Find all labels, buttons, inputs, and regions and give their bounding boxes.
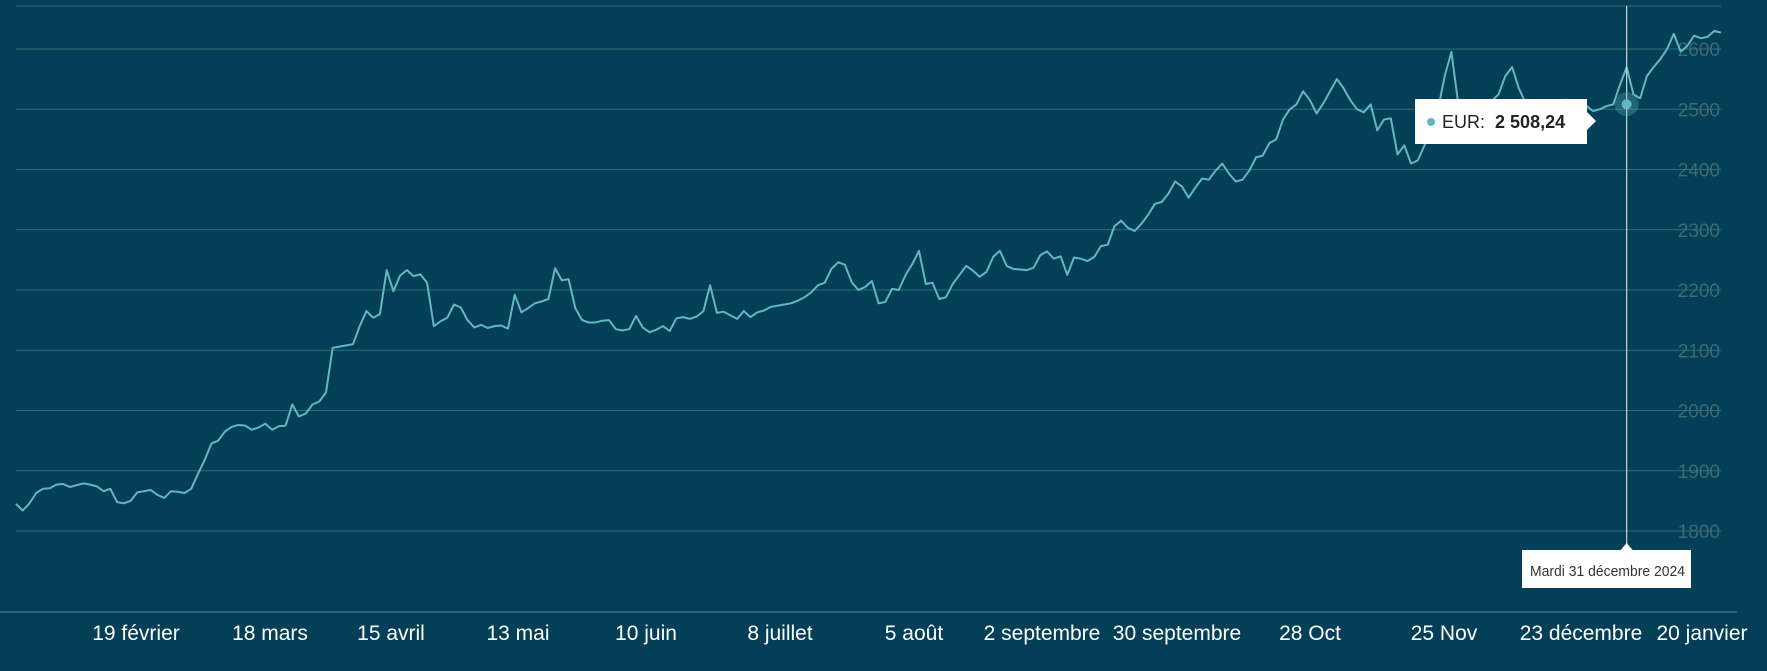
date-label-box bbox=[1522, 550, 1691, 588]
x-tick-label: 13 mai bbox=[486, 622, 549, 645]
tooltip-value: 2 508,24 bbox=[1495, 112, 1565, 132]
y-tick-label: 2600 bbox=[1678, 40, 1720, 61]
y-tick-label: 2400 bbox=[1678, 161, 1720, 182]
y-tick-label: 1800 bbox=[1678, 522, 1720, 543]
x-axis: 19 février 18 mars 15 avril 13 mai 10 juin 8 … bbox=[92, 622, 1747, 645]
x-tick-label: 2 septembre bbox=[984, 622, 1101, 645]
x-tick-label: 5 août bbox=[885, 622, 944, 645]
x-tick-label: 8 juillet bbox=[747, 622, 813, 645]
tooltip-pointer bbox=[1587, 112, 1596, 130]
series-marker-icon bbox=[1427, 118, 1435, 126]
x-tick-label: 19 février bbox=[92, 622, 180, 645]
date-label-text: Mardi 31 décembre 2024 bbox=[1530, 563, 1685, 580]
y-tick-label: 2500 bbox=[1678, 100, 1720, 121]
crosshair-date-label: Mardi 31 décembre 2024 bbox=[1522, 543, 1691, 588]
y-axis: 1800 1900 2000 2100 2200 2300 2400 2500 2600 bbox=[1678, 40, 1720, 543]
tooltip-box bbox=[1415, 99, 1587, 144]
y-tick-label: 2300 bbox=[1678, 221, 1720, 242]
x-tick-label: 25 Nov bbox=[1411, 622, 1478, 645]
date-label-pointer bbox=[1620, 543, 1633, 550]
tooltip-text: EUR: 2 508,24 bbox=[1442, 112, 1565, 132]
x-tick-label: 30 septembre bbox=[1113, 622, 1241, 645]
x-tick-label: 20 janvier bbox=[1656, 622, 1747, 645]
x-tick-label: 28 Oct bbox=[1279, 622, 1341, 645]
y-tick-label: 2100 bbox=[1678, 341, 1720, 362]
y-tick-label: 2200 bbox=[1678, 281, 1720, 302]
x-tick-label: 18 mars bbox=[232, 622, 308, 645]
value-tooltip: EUR: 2 508,24 bbox=[1415, 99, 1596, 144]
crosshair bbox=[1614, 6, 1639, 546]
x-tick-label: 23 décembre bbox=[1520, 622, 1643, 645]
y-tick-label: 1900 bbox=[1678, 462, 1720, 483]
tooltip-series-label: EUR: bbox=[1442, 112, 1485, 132]
y-tick-label: 2000 bbox=[1678, 402, 1720, 423]
x-tick-label: 15 avril bbox=[357, 622, 425, 645]
chart-grid bbox=[16, 5, 1721, 532]
x-tick-label: 10 juin bbox=[615, 622, 677, 645]
hover-point[interactable] bbox=[1621, 99, 1632, 110]
